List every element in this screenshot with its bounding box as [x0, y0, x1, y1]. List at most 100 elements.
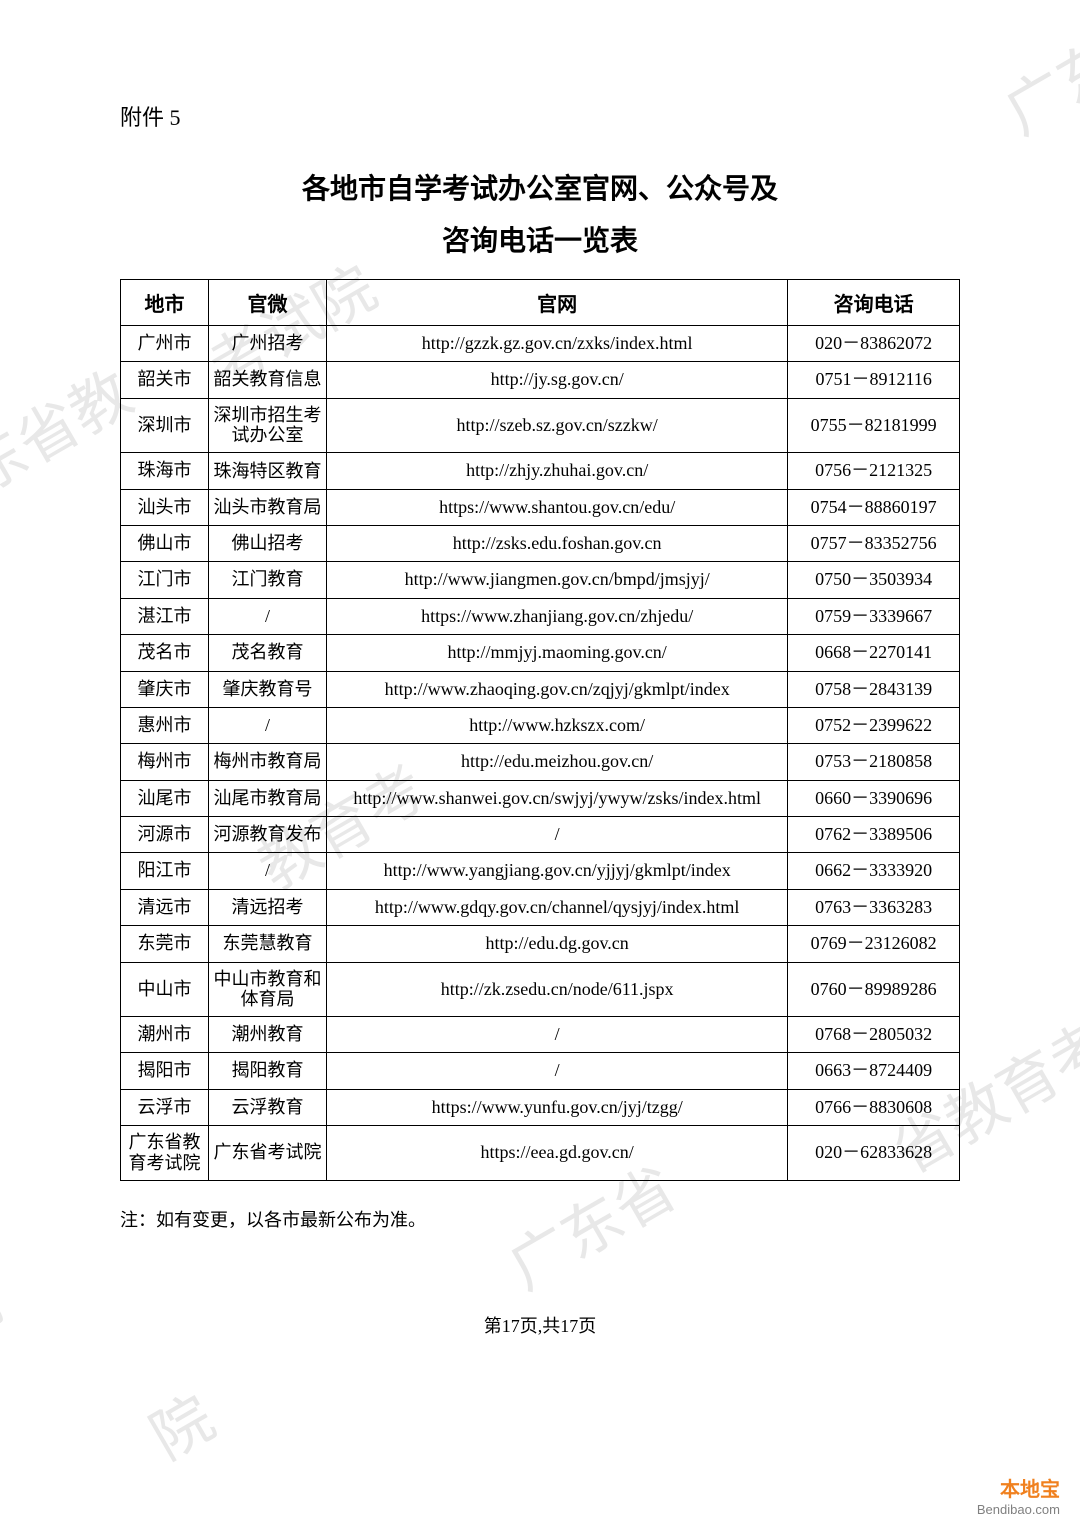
- cell-wechat: 中山市教育和体育局: [208, 962, 326, 1016]
- cell-url: /: [326, 1053, 787, 1089]
- cell-url: https://www.yunfu.gov.cn/jyj/tzgg/: [326, 1089, 787, 1125]
- cell-wechat: 东莞慧教育: [208, 926, 326, 962]
- cell-city: 江门市: [121, 562, 209, 598]
- table-row: 广东省教育考试院广东省考试院https://eea.gd.gov.cn/020－…: [121, 1126, 960, 1180]
- cell-city: 广东省教育考试院: [121, 1126, 209, 1180]
- cell-city: 东莞市: [121, 926, 209, 962]
- cell-url: http://www.gdqy.gov.cn/channel/qysjyj/in…: [326, 889, 787, 925]
- table-row: 东莞市东莞慧教育http://edu.dg.gov.cn0769－2312608…: [121, 926, 960, 962]
- cell-wechat: 韶关教育信息: [208, 362, 326, 398]
- cell-city: 中山市: [121, 962, 209, 1016]
- table-row: 珠海市珠海特区教育http://zhjy.zhuhai.gov.cn/0756－…: [121, 453, 960, 489]
- cell-city: 梅州市: [121, 744, 209, 780]
- cell-phone: 0750－3503934: [788, 562, 960, 598]
- cell-city: 河源市: [121, 817, 209, 853]
- cell-city: 佛山市: [121, 525, 209, 561]
- cell-city: 惠州市: [121, 707, 209, 743]
- table-row: 清远市清远招考http://www.gdqy.gov.cn/channel/qy…: [121, 889, 960, 925]
- cell-phone: 020－62833628: [788, 1126, 960, 1180]
- cell-city: 汕尾市: [121, 780, 209, 816]
- cell-wechat: /: [208, 853, 326, 889]
- document-title-line2: 咨询电话一览表: [120, 219, 960, 259]
- cell-city: 韶关市: [121, 362, 209, 398]
- table-row: 肇庆市肇庆教育号http://www.zhaoqing.gov.cn/zqjyj…: [121, 671, 960, 707]
- cell-url: http://www.yangjiang.gov.cn/yjjyj/gkmlpt…: [326, 853, 787, 889]
- page-number: 第17页,共17页: [120, 1312, 960, 1338]
- cell-wechat: 茂名教育: [208, 635, 326, 671]
- table-row: 云浮市云浮教育https://www.yunfu.gov.cn/jyj/tzgg…: [121, 1089, 960, 1125]
- table-row: 汕尾市汕尾市教育局http://www.shanwei.gov.cn/swjyj…: [121, 780, 960, 816]
- cell-url: http://szeb.sz.gov.cn/szzkw/: [326, 398, 787, 452]
- cell-city: 云浮市: [121, 1089, 209, 1125]
- cell-phone: 0753－2180858: [788, 744, 960, 780]
- cell-url: http://edu.meizhou.gov.cn/: [326, 744, 787, 780]
- cell-url: http://edu.dg.gov.cn: [326, 926, 787, 962]
- table-row: 茂名市茂名教育http://mmjyj.maoming.gov.cn/0668－…: [121, 635, 960, 671]
- table-row: 梅州市梅州市教育局http://edu.meizhou.gov.cn/0753－…: [121, 744, 960, 780]
- cell-wechat: 汕头市教育局: [208, 489, 326, 525]
- cell-phone: 0755－82181999: [788, 398, 960, 452]
- watermark-text: 广东: [986, 16, 1080, 151]
- cell-phone: 020－83862072: [788, 326, 960, 362]
- cell-phone: 0757－83352756: [788, 525, 960, 561]
- cell-wechat: 江门教育: [208, 562, 326, 598]
- document-title-line1: 各地市自学考试办公室官网、公众号及: [120, 167, 960, 207]
- attachment-label: 附件 5: [120, 100, 960, 132]
- table-header-row: 地市 官微 官网 咨询电话: [121, 280, 960, 326]
- table-row: 佛山市佛山招考http://zsks.edu.foshan.gov.cn0757…: [121, 525, 960, 561]
- cell-phone: 0763－3363283: [788, 889, 960, 925]
- table-row: 惠州市/http://www.hzkszx.com/0752－2399622: [121, 707, 960, 743]
- cell-city: 清远市: [121, 889, 209, 925]
- table-row: 江门市江门教育http://www.jiangmen.gov.cn/bmpd/j…: [121, 562, 960, 598]
- cell-phone: 0668－2270141: [788, 635, 960, 671]
- table-row: 揭阳市揭阳教育/0663－8724409: [121, 1053, 960, 1089]
- cell-wechat: 揭阳教育: [208, 1053, 326, 1089]
- cell-url: https://eea.gd.gov.cn/: [326, 1126, 787, 1180]
- header-url: 官网: [326, 280, 787, 326]
- cell-url: http://jy.sg.gov.cn/: [326, 362, 787, 398]
- header-wechat: 官微: [208, 280, 326, 326]
- cell-wechat: 汕尾市教育局: [208, 780, 326, 816]
- cell-wechat: 广州招考: [208, 326, 326, 362]
- cell-city: 肇庆市: [121, 671, 209, 707]
- cell-url: http://zhjy.zhuhai.gov.cn/: [326, 453, 787, 489]
- cell-phone: 0762－3389506: [788, 817, 960, 853]
- cell-url: http://zsks.edu.foshan.gov.cn: [326, 525, 787, 561]
- cell-url: http://zk.zsedu.cn/node/611.jspx: [326, 962, 787, 1016]
- cell-wechat: /: [208, 598, 326, 634]
- cell-city: 阳江市: [121, 853, 209, 889]
- header-city: 地市: [121, 280, 209, 326]
- cell-wechat: 潮州教育: [208, 1017, 326, 1053]
- cell-url: https://www.zhanjiang.gov.cn/zhjedu/: [326, 598, 787, 634]
- cell-phone: 0769－23126082: [788, 926, 960, 962]
- table-row: 广州市广州招考http://gzzk.gz.gov.cn/zxks/index.…: [121, 326, 960, 362]
- table-row: 河源市河源教育发布/0762－3389506: [121, 817, 960, 853]
- watermark-text: 试院: [0, 1256, 14, 1391]
- cell-phone: 0756－2121325: [788, 453, 960, 489]
- cell-wechat: 深圳市招生考试办公室: [208, 398, 326, 452]
- cell-url: https://www.shantou.gov.cn/edu/: [326, 489, 787, 525]
- cell-phone: 0766－8830608: [788, 1089, 960, 1125]
- cell-url: /: [326, 1017, 787, 1053]
- table-row: 深圳市深圳市招生考试办公室http://szeb.sz.gov.cn/szzkw…: [121, 398, 960, 452]
- cell-url: http://www.shanwei.gov.cn/swjyj/ywyw/zsk…: [326, 780, 787, 816]
- cell-city: 汕头市: [121, 489, 209, 525]
- cell-phone: 0662－3333920: [788, 853, 960, 889]
- cell-phone: 0660－3390696: [788, 780, 960, 816]
- footnote: 注：如有变更，以各市最新公布为准。: [120, 1206, 960, 1232]
- cell-city: 湛江市: [121, 598, 209, 634]
- cell-city: 潮州市: [121, 1017, 209, 1053]
- cell-wechat: 肇庆教育号: [208, 671, 326, 707]
- cell-phone: 0759－3339667: [788, 598, 960, 634]
- cell-city: 茂名市: [121, 635, 209, 671]
- cell-wechat: 清远招考: [208, 889, 326, 925]
- logo-url: Bendibao.com: [977, 1502, 1060, 1517]
- cell-url: http://www.jiangmen.gov.cn/bmpd/jmsjyj/: [326, 562, 787, 598]
- cell-city: 深圳市: [121, 398, 209, 452]
- cell-phone: 0758－2843139: [788, 671, 960, 707]
- cell-phone: 0760－89989286: [788, 962, 960, 1016]
- cell-phone: 0663－8724409: [788, 1053, 960, 1089]
- site-logo: 本地宝 Bendibao.com: [977, 1473, 1060, 1517]
- cell-wechat: 云浮教育: [208, 1089, 326, 1125]
- cell-wechat: /: [208, 707, 326, 743]
